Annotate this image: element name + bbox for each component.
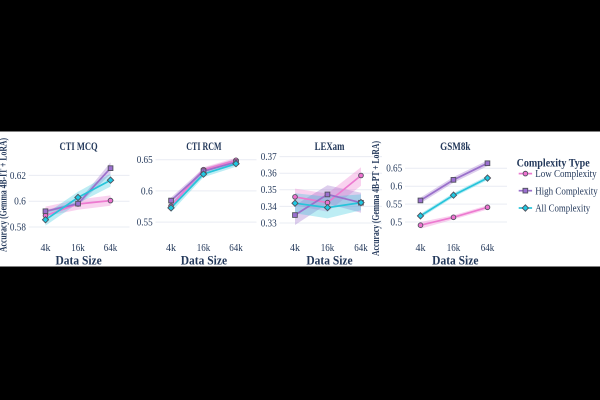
svg-text:64k: 64k (229, 243, 243, 254)
svg-text:4k: 4k (290, 243, 300, 254)
svg-text:LEXam: LEXam (315, 141, 345, 153)
svg-text:Accuracy (Gemma 4B-PT + LoRA): Accuracy (Gemma 4B-PT + LoRA) (371, 141, 382, 256)
svg-text:16k: 16k (71, 243, 85, 254)
svg-text:0.55: 0.55 (137, 218, 153, 229)
svg-text:16k: 16k (321, 243, 335, 254)
svg-text:0.6: 0.6 (14, 197, 26, 208)
svg-text:0.34: 0.34 (261, 202, 277, 213)
svg-text:Complexity Type: Complexity Type (517, 157, 590, 169)
svg-text:0.35: 0.35 (261, 185, 277, 196)
svg-text:0.65: 0.65 (386, 164, 402, 175)
svg-text:16k: 16k (447, 243, 461, 254)
svg-text:64k: 64k (354, 243, 368, 254)
svg-text:16k: 16k (197, 243, 211, 254)
svg-text:Data Size: Data Size (432, 253, 479, 267)
svg-text:Low Complexity: Low Complexity (535, 169, 597, 180)
svg-text:0.62: 0.62 (10, 171, 26, 182)
svg-text:0.6: 0.6 (390, 182, 402, 193)
svg-text:0.65: 0.65 (137, 155, 153, 166)
svg-text:High Complexity: High Complexity (535, 186, 598, 197)
svg-text:Data Size: Data Size (181, 253, 228, 267)
svg-text:Data Size: Data Size (55, 253, 102, 267)
svg-text:0.6: 0.6 (141, 186, 153, 197)
svg-text:64k: 64k (481, 243, 495, 254)
svg-text:0.36: 0.36 (261, 169, 277, 180)
svg-text:0.55: 0.55 (386, 200, 402, 211)
svg-text:0.33: 0.33 (261, 218, 277, 229)
svg-text:0.58: 0.58 (10, 222, 26, 233)
svg-text:CTI MCQ: CTI MCQ (60, 141, 98, 153)
svg-text:GSM8k: GSM8k (440, 141, 471, 153)
svg-text:0.5: 0.5 (390, 217, 402, 228)
svg-text:All Complexity: All Complexity (535, 204, 591, 215)
svg-text:Data Size: Data Size (306, 253, 353, 267)
svg-text:0.37: 0.37 (261, 152, 277, 163)
svg-text:4k: 4k (416, 243, 426, 254)
svg-text:CTI RCM: CTI RCM (186, 141, 221, 153)
svg-text:4k: 4k (166, 243, 176, 254)
svg-text:64k: 64k (104, 243, 118, 254)
svg-text:4k: 4k (41, 243, 51, 254)
svg-text:Accuracy (Gemma 4B-IT + LoRA): Accuracy (Gemma 4B-IT + LoRA) (0, 138, 9, 252)
